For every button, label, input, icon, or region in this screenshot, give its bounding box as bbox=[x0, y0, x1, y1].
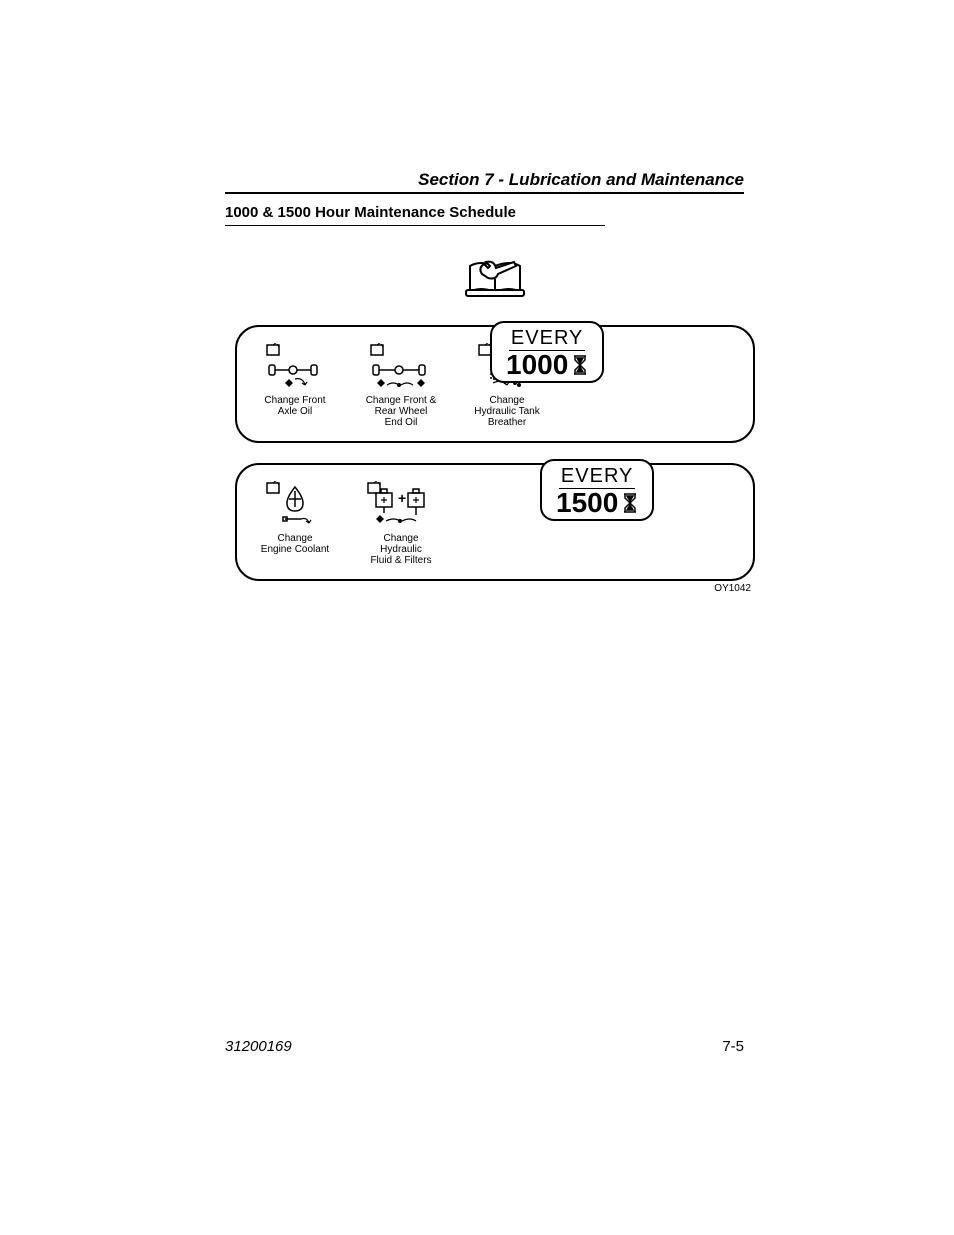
document-number: 31200169 bbox=[225, 1038, 292, 1055]
section-header: Section 7 - Lubrication and Maintenance bbox=[225, 170, 744, 194]
item-label: Change bbox=[353, 533, 449, 544]
coolant-icon bbox=[265, 481, 325, 531]
hourglass-icon bbox=[622, 492, 638, 514]
figure-reference: OY1042 bbox=[235, 583, 755, 594]
interval-word: EVERY bbox=[559, 465, 635, 489]
hyd-fluid-icon: + bbox=[366, 481, 436, 531]
interval-word: EVERY bbox=[509, 327, 585, 351]
interval-number: 1500 bbox=[556, 489, 618, 517]
interval-1000-block: EVERY 1000 bbox=[235, 325, 755, 443]
item-hydraulic-fluid-filters: + Chang bbox=[353, 481, 449, 566]
page-number: 7-5 bbox=[722, 1038, 744, 1055]
maintenance-diagram: EVERY 1000 bbox=[235, 254, 755, 594]
panel-1500: Change Engine Coolant + bbox=[235, 463, 755, 581]
item-label: Engine Coolant bbox=[247, 544, 343, 555]
item-label: Change bbox=[247, 533, 343, 544]
svg-text:+: + bbox=[398, 490, 406, 506]
item-label: Axle Oil bbox=[247, 406, 343, 417]
item-label: Breather bbox=[459, 417, 555, 428]
interval-1000-label: EVERY 1000 bbox=[490, 321, 604, 383]
item-label: Hydraulic bbox=[353, 544, 449, 555]
item-front-axle-oil: Change Front Axle Oil bbox=[247, 343, 343, 428]
interval-number: 1000 bbox=[506, 351, 568, 379]
item-label: Change bbox=[459, 395, 555, 406]
axle-icon bbox=[265, 343, 325, 393]
manual-wrench-icon bbox=[235, 254, 755, 305]
item-label: Change Front bbox=[247, 395, 343, 406]
page: Section 7 - Lubrication and Maintenance … bbox=[0, 0, 954, 1235]
item-engine-coolant: Change Engine Coolant bbox=[247, 481, 343, 566]
item-label: Hydraulic Tank bbox=[459, 406, 555, 417]
axle-double-icon bbox=[369, 343, 433, 393]
item-label: Fluid & Filters bbox=[353, 555, 449, 566]
hourglass-icon bbox=[572, 354, 588, 376]
interval-1500-label: EVERY 1500 bbox=[540, 459, 654, 521]
page-title: 1000 & 1500 Hour Maintenance Schedule bbox=[225, 204, 605, 226]
item-wheel-end-oil: Change Front & Rear Wheel End Oil bbox=[353, 343, 449, 428]
item-label: Change Front & bbox=[353, 395, 449, 406]
interval-1500-block: EVERY 1500 bbox=[235, 463, 755, 581]
item-label: End Oil bbox=[353, 417, 449, 428]
page-footer: 31200169 7-5 bbox=[225, 1038, 744, 1055]
item-label: Rear Wheel bbox=[353, 406, 449, 417]
